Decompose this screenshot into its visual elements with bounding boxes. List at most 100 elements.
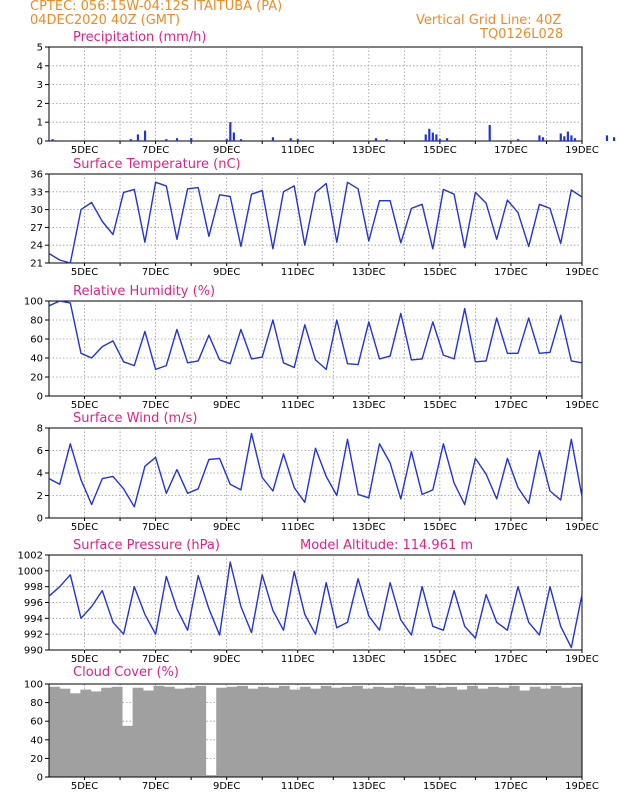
panel-3-xtick-label: 5DEC [71,400,98,411]
cloud-bar [299,686,311,777]
cloud-bar [498,687,510,777]
panel-5-ytick-label: 996 [24,598,43,609]
panel-6-ytick-label: 20 [30,754,43,765]
cloud-bar [132,687,144,777]
panel-6-ytick-label: 40 [30,735,43,746]
precip-bar [239,139,243,141]
precip-bar [165,139,168,141]
panel-3-xtick-label: 11DEC [281,400,315,411]
panel-4-xtick-label: 11DEC [281,522,315,533]
panel-3-frame [48,300,583,397]
precip-bar [541,137,545,141]
panel-3-ytick-label: 40 [30,354,43,365]
cloud-bar [467,685,478,777]
panel-1-ytick-label: 2 [37,99,43,110]
cloud-bar [352,685,363,777]
panel-2-xtick-label: 13DEC [352,267,386,278]
panel-5-title: Surface Pressure (hPa) [73,538,220,553]
panel-4-xtick-label: 7DEC [142,522,169,533]
panel-5-line [48,561,583,649]
precip-bar [271,137,275,141]
panel-2-xtick-label: 9DEC [213,267,240,278]
panel-3-xtick-label: 9DEC [213,400,240,411]
cloud-bar [561,687,572,777]
panel-1-xtick-label: 15DEC [423,145,457,156]
header-model-id: TQ0126L028 [480,27,564,42]
panel-2-ytick-label: 30 [30,205,43,216]
cloud-bar [247,688,259,777]
cloud-bar [571,686,583,777]
cloud-bar [508,685,520,777]
panel-4-ytick-label: 2 [37,491,43,502]
precip-bar [573,138,577,141]
cloud-bar [49,686,60,777]
panel-4-xtick-label: 9DEC [213,522,240,533]
panel-5-xtick-label: 15DEC [423,654,457,665]
panel-4-ytick-label: 4 [37,469,43,480]
panel-2-ytick-label: 33 [30,187,43,198]
precip-bar [570,135,573,141]
cloud-bar [80,689,92,777]
panel-2-frame [48,173,583,264]
precip-bar [488,125,491,141]
panel-2-xtick-label: 15DEC [423,267,457,278]
cloud-bar [163,686,175,777]
panel-5-annotation: Model Altitude: 114.961 m [300,538,473,553]
panel-5-ytick-label: 998 [24,582,43,593]
precip-bar [374,138,378,141]
panel-4-ytick-label: 6 [37,446,43,457]
cloud-bar [258,686,269,777]
panel-1-ytick-label: 3 [37,80,43,91]
precip-bar [143,130,147,141]
panel-5-xtick-label: 5DEC [71,654,98,665]
panel-2-ytick-label: 24 [30,241,43,252]
panel-4-xtick-label: 19DEC [565,522,599,533]
panel-6-ytick-label: 0 [37,773,43,784]
cloud-bar [341,686,353,777]
precip-bar [51,139,54,141]
panel-4-xtick-label: 5DEC [71,522,98,533]
precip-bar [136,134,140,141]
cloud-bar [122,725,134,777]
precip-bar [296,139,299,141]
panel-3-ytick-label: 100 [24,297,43,308]
cloud-bar [143,690,154,777]
panel-1-title: Precipitation (mm/h) [73,30,206,45]
precip-bar [431,132,434,141]
cloud-bar [477,688,489,777]
precip-bar [175,138,179,141]
panel-5-xtick-label: 7DEC [142,654,169,665]
precip-bar [445,138,449,141]
panel-6-ytick-label: 60 [30,717,43,728]
precip-bar [225,139,228,141]
cloud-bar [268,687,280,777]
panel-6-ytick-label: 80 [30,698,43,709]
panel-4-xtick-label: 13DEC [352,522,386,533]
panel-6-xtick-label: 5DEC [71,781,98,792]
cloud-bar [153,685,165,777]
cloud-bar [101,687,113,777]
precip-bar [435,134,438,141]
precip-bar [428,128,431,141]
precip-bar [438,139,442,141]
panel-6-xtick-label: 13DEC [352,781,386,792]
panel-3-line [48,300,583,371]
cloud-bar [519,690,531,777]
panel-3-ytick-label: 60 [30,335,43,346]
precip-bar [229,122,232,141]
precip-bar [289,138,292,141]
cloud-bar [278,685,290,777]
cloud-bar [540,688,552,777]
panel-2-ytick-label: 27 [30,223,43,234]
panel-4-xtick-label: 17DEC [494,522,528,533]
panel-1-ytick-label: 4 [37,61,43,72]
panel-2-xtick-label: 19DEC [565,267,599,278]
panel-6-ytick-label: 100 [24,680,43,691]
cloud-bar [550,685,562,777]
cloud-bar [414,688,426,777]
panel-1-xtick-label: 19DEC [565,145,599,156]
precip-bar [232,132,235,141]
panel-3-ytick-label: 80 [30,316,43,327]
panel-4-ytick-label: 0 [37,514,43,525]
